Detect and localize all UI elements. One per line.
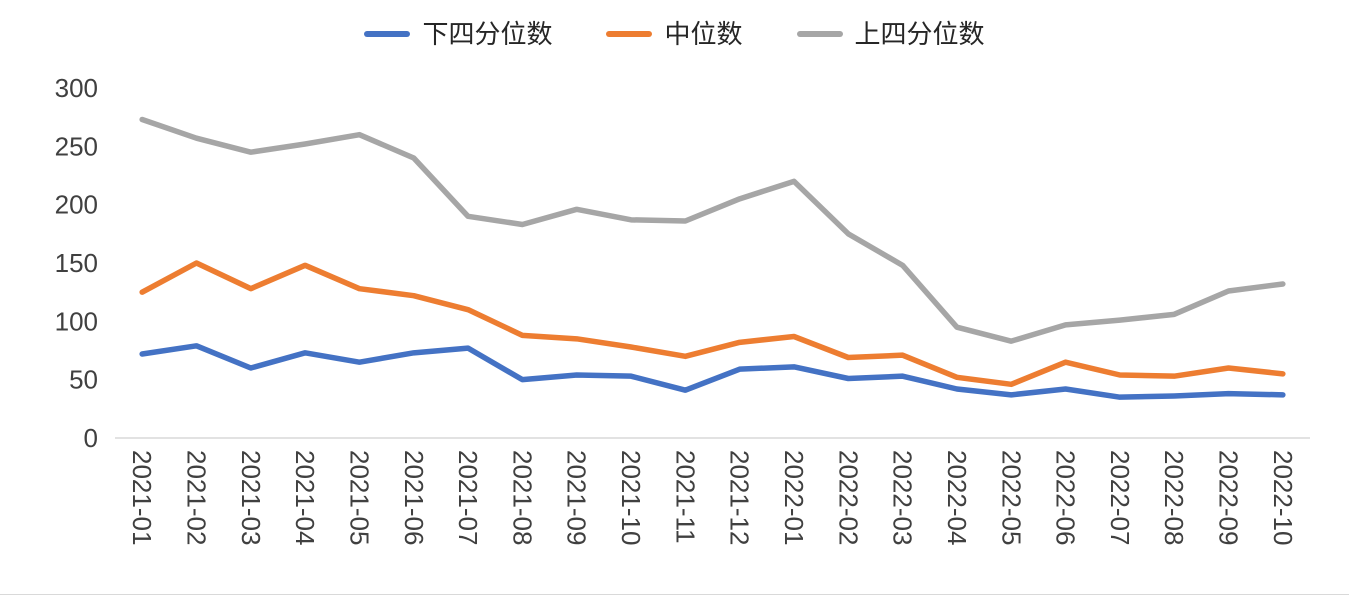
x-tick-label: 2022-03: [888, 450, 918, 545]
legend-label: 中位数: [664, 19, 743, 49]
x-tick-label: 2022-06: [1051, 450, 1081, 545]
x-tick-label: 2022-02: [833, 450, 863, 545]
y-tick-label: 250: [55, 131, 98, 161]
y-tick-label: 50: [69, 365, 98, 395]
y-tick-label: 200: [55, 190, 98, 220]
x-tick-label: 2021-10: [616, 450, 646, 545]
y-tick-label: 0: [84, 423, 98, 453]
series-line: [139, 260, 1286, 388]
legend-label: 上四分位数: [854, 19, 985, 49]
x-tick-label: 2022-04: [942, 450, 972, 545]
x-tick-label: 2021-03: [236, 450, 266, 545]
x-tick-label: 2021-04: [290, 450, 320, 545]
legend-line-marker: [796, 31, 843, 37]
legend-item: 上四分位数: [796, 19, 985, 49]
x-tick-label: 2022-01: [779, 450, 809, 545]
x-tick-label: 2022-07: [1105, 450, 1135, 545]
series-line: [139, 116, 1286, 344]
x-tick-label: 2021-05: [344, 450, 374, 545]
x-tick-label: 2021-08: [507, 450, 537, 545]
x-tick-label: 2021-12: [725, 450, 755, 545]
x-tick-label: 2021-01: [127, 450, 157, 545]
x-tick-label: 2022-09: [1214, 450, 1244, 545]
legend-item: 下四分位数: [364, 21, 552, 47]
legend-line-marker: [606, 31, 653, 37]
x-tick-label: 2021-06: [399, 450, 429, 545]
y-tick-label: 100: [55, 306, 98, 336]
series-line: [139, 343, 1286, 400]
x-tick-label: 2022-08: [1159, 450, 1189, 545]
legend-item: 中位数: [606, 19, 743, 49]
x-tick-label: 2021-09: [562, 450, 592, 545]
x-tick-label: 2022-10: [1268, 450, 1298, 545]
legend-line-marker: [364, 31, 411, 37]
x-tick-label: 2021-11: [670, 450, 700, 544]
y-tick-label: 150: [55, 248, 98, 278]
line-chart: 0 50 100 150 200 250 300 2021-01 2021-02 2021-03 2…: [55, 73, 1310, 545]
x-tick-label: 2022-05: [996, 450, 1026, 545]
x-tick-label: 2021-07: [453, 450, 483, 545]
x-tick-label: 2021-02: [181, 450, 211, 545]
chart-legend: 下四分位数 中位数 上四分位数: [0, 0, 1349, 58]
legend-label: 下四分位数: [422, 19, 553, 49]
y-tick-label: 300: [55, 73, 98, 103]
